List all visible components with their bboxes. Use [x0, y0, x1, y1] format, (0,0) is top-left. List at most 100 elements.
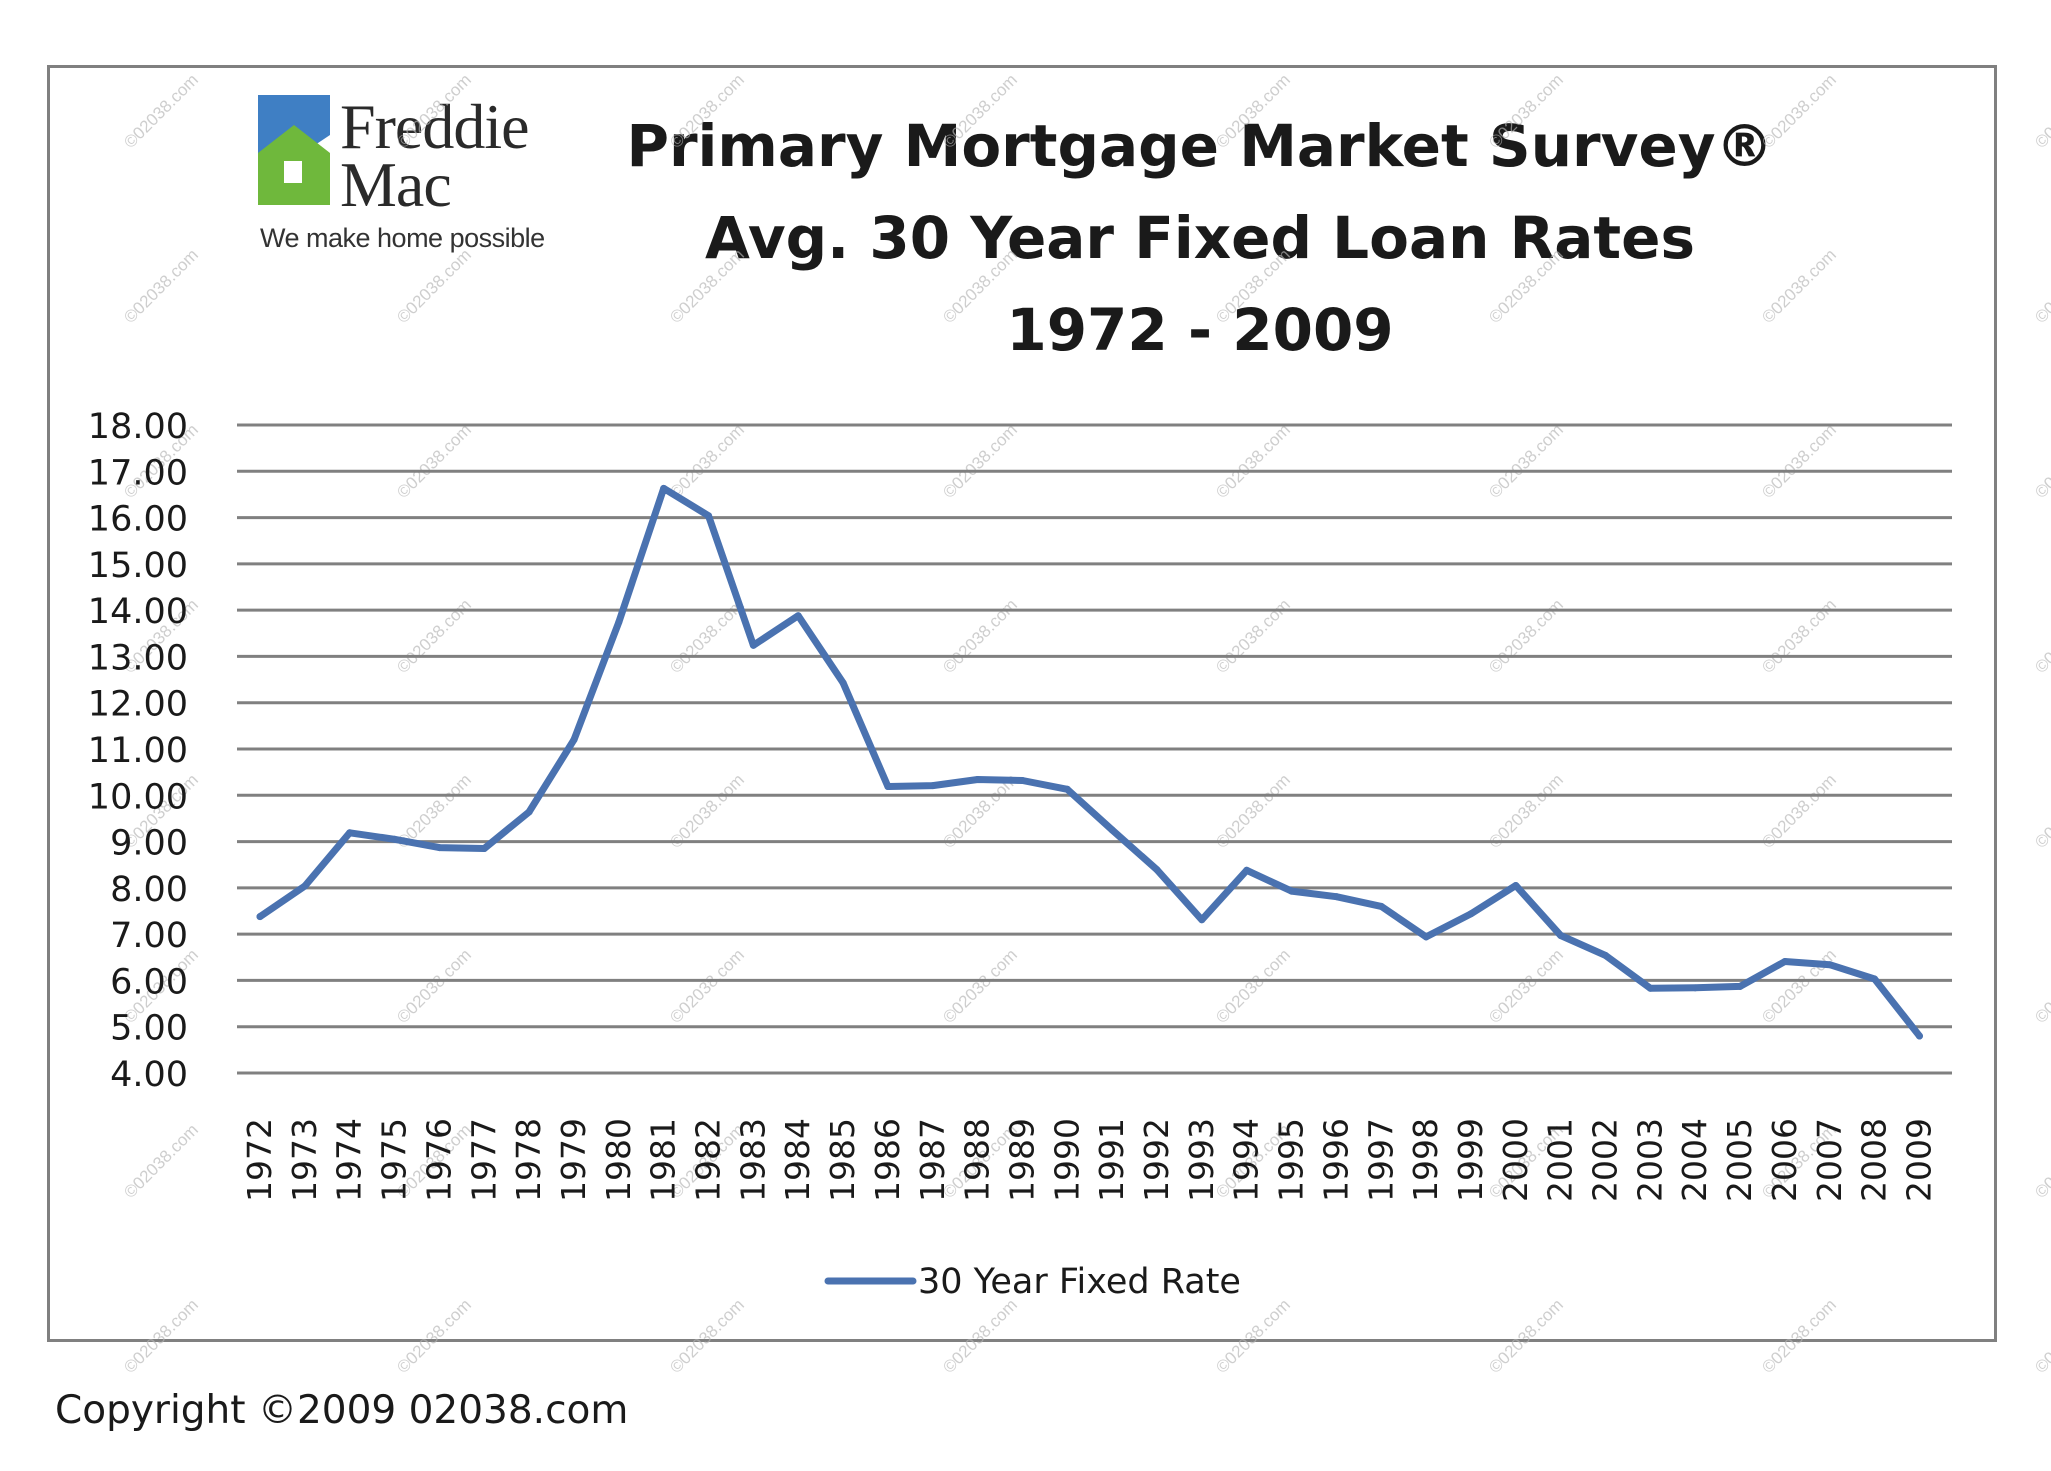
- data-point: [1871, 975, 1879, 983]
- x-tick-label: 2002: [1586, 1118, 1625, 1202]
- data-point: [1153, 866, 1161, 874]
- y-tick-label: 10.00: [88, 777, 188, 817]
- watermark-mark: ©02038.com: [120, 1295, 202, 1377]
- x-tick-label: 2006: [1765, 1118, 1804, 1202]
- watermark-mark: ©02038.com: [1485, 70, 1567, 152]
- chart-title-line-3: 1972 - 2009: [1006, 296, 1394, 364]
- watermark-mark: ©02038.com: [2031, 70, 2051, 152]
- watermark-mark: ©02038.com: [1212, 1295, 1294, 1377]
- watermark-mark: ©02038.com: [120, 245, 202, 327]
- watermark-mark: ©02038.com: [1758, 420, 1840, 502]
- data-point: [1736, 982, 1744, 990]
- watermark-mark: ©02038.com: [1212, 420, 1294, 502]
- y-tick-label: 9.00: [110, 824, 188, 864]
- data-point: [1602, 951, 1609, 959]
- x-tick-label: 1980: [599, 1118, 638, 1202]
- logo-tagline: We make home possible: [260, 223, 545, 253]
- x-tick-label: 1984: [778, 1118, 817, 1202]
- x-tick-label: 1987: [913, 1118, 952, 1202]
- watermark-mark: ©02038.com: [1758, 70, 1840, 152]
- y-tick-label: 12.00: [88, 685, 188, 725]
- watermark-mark: ©02038.com: [1212, 945, 1294, 1027]
- watermark-mark: ©02038.com: [1758, 1295, 1840, 1377]
- x-tick-label: 2009: [1899, 1118, 1938, 1202]
- x-tick-label: 1979: [554, 1118, 593, 1202]
- x-tick-label: 1974: [330, 1118, 369, 1202]
- y-tick-label: 8.00: [110, 870, 188, 910]
- data-point: [301, 882, 309, 890]
- x-tick-label: 1986: [868, 1118, 907, 1202]
- data-point: [1288, 887, 1296, 895]
- watermark-mark: ©02038.com: [120, 70, 202, 152]
- x-tick-label: 1997: [1361, 1118, 1400, 1202]
- y-axis-tick-labels: 18.00 17.00 16.00 15.00 14.00 13.00 12.00 11.00…: [88, 407, 188, 1095]
- watermark-mark: ©02038.com: [1212, 595, 1294, 677]
- x-tick-label: 2008: [1855, 1118, 1894, 1202]
- x-tick-label: 1978: [509, 1118, 548, 1202]
- watermark-mark: ©02038.com: [1758, 770, 1840, 852]
- x-tick-label: 1972: [240, 1118, 279, 1202]
- watermark-mark: ©02038.com: [393, 420, 475, 502]
- data-point: [794, 612, 802, 620]
- chart-title: Primary Mortgage Market Survey® Avg. 30 …: [600, 100, 1800, 376]
- y-tick-label: 4.00: [110, 1055, 188, 1095]
- watermark-mark: ©02038.com: [1212, 770, 1294, 852]
- x-tick-label: 1975: [375, 1118, 414, 1202]
- watermark-mark: ©02038.com: [2031, 420, 2051, 502]
- x-tick-label: 1999: [1451, 1118, 1490, 1202]
- data-point: [1915, 1032, 1923, 1040]
- x-tick-label: 1991: [1092, 1118, 1131, 1202]
- y-tick-label: 11.00: [88, 731, 188, 771]
- x-tick-label: 1993: [1182, 1118, 1221, 1202]
- legend: 30 Year Fixed Rate: [824, 1262, 1241, 1302]
- data-point: [256, 913, 264, 921]
- watermark-mark: ©02038.com: [939, 595, 1021, 677]
- data-point: [1826, 961, 1834, 969]
- watermark-mark: ©02038.com: [393, 245, 475, 327]
- data-point: [1467, 910, 1475, 918]
- watermark-mark: ©02038.com: [1485, 945, 1567, 1027]
- watermark-mark: ©02038.com: [2031, 770, 2051, 852]
- data-point: [346, 829, 354, 837]
- series-layer: [256, 484, 1923, 1040]
- data-point: [1332, 893, 1340, 901]
- x-tick-label: 2000: [1496, 1118, 1535, 1202]
- watermark-mark: ©02038.com: [666, 595, 748, 677]
- watermark-mark: ©02038.com: [393, 1295, 475, 1377]
- y-tick-label: 7.00: [110, 916, 188, 956]
- watermark-mark: ©02038.com: [1212, 70, 1294, 152]
- freddie-mac-logo: Freddie Mac We make home possible: [258, 95, 588, 265]
- data-point: [391, 835, 399, 843]
- x-tick-label: 1977: [464, 1118, 503, 1202]
- data-point: [1063, 785, 1071, 793]
- watermark-mark: ©02038.com: [393, 595, 475, 677]
- y-tick-label: 5.00: [110, 1009, 188, 1049]
- y-tick-label: 13.00: [88, 638, 188, 678]
- data-point: [1646, 984, 1654, 992]
- x-tick-label: 1992: [1137, 1118, 1176, 1202]
- watermark-mark: ©02038.com: [666, 420, 748, 502]
- data-point: [1422, 933, 1430, 941]
- watermark-mark: ©02038.com: [1758, 595, 1840, 677]
- watermark-mark: ©02038.com: [393, 945, 475, 1027]
- logo-name-line1: Freddie: [340, 91, 529, 162]
- series-line: [256, 484, 1923, 1040]
- x-tick-label: 1989: [1002, 1118, 1041, 1202]
- data-point: [929, 782, 937, 790]
- x-tick-label: 1976: [419, 1118, 458, 1202]
- x-tick-label: 1994: [1227, 1118, 1266, 1202]
- watermark-mark: ©02038.com: [666, 1295, 748, 1377]
- data-point: [1018, 776, 1026, 784]
- watermark-mark: ©02038.com: [1758, 945, 1840, 1027]
- watermark-mark: ©02038.com: [2031, 1120, 2051, 1202]
- x-tick-label: 1982: [689, 1118, 728, 1202]
- logo-name-line2: Mac: [340, 149, 452, 220]
- data-point: [884, 782, 892, 790]
- data-point: [1691, 984, 1699, 992]
- x-tick-label: 2007: [1810, 1118, 1849, 1202]
- watermark-mark: ©02038.com: [1212, 245, 1294, 327]
- house-icon: [258, 95, 330, 205]
- watermark-mark: ©02038.com: [2031, 1295, 2051, 1377]
- watermark-mark: ©02038.com: [1758, 245, 1840, 327]
- data-point: [1512, 882, 1520, 890]
